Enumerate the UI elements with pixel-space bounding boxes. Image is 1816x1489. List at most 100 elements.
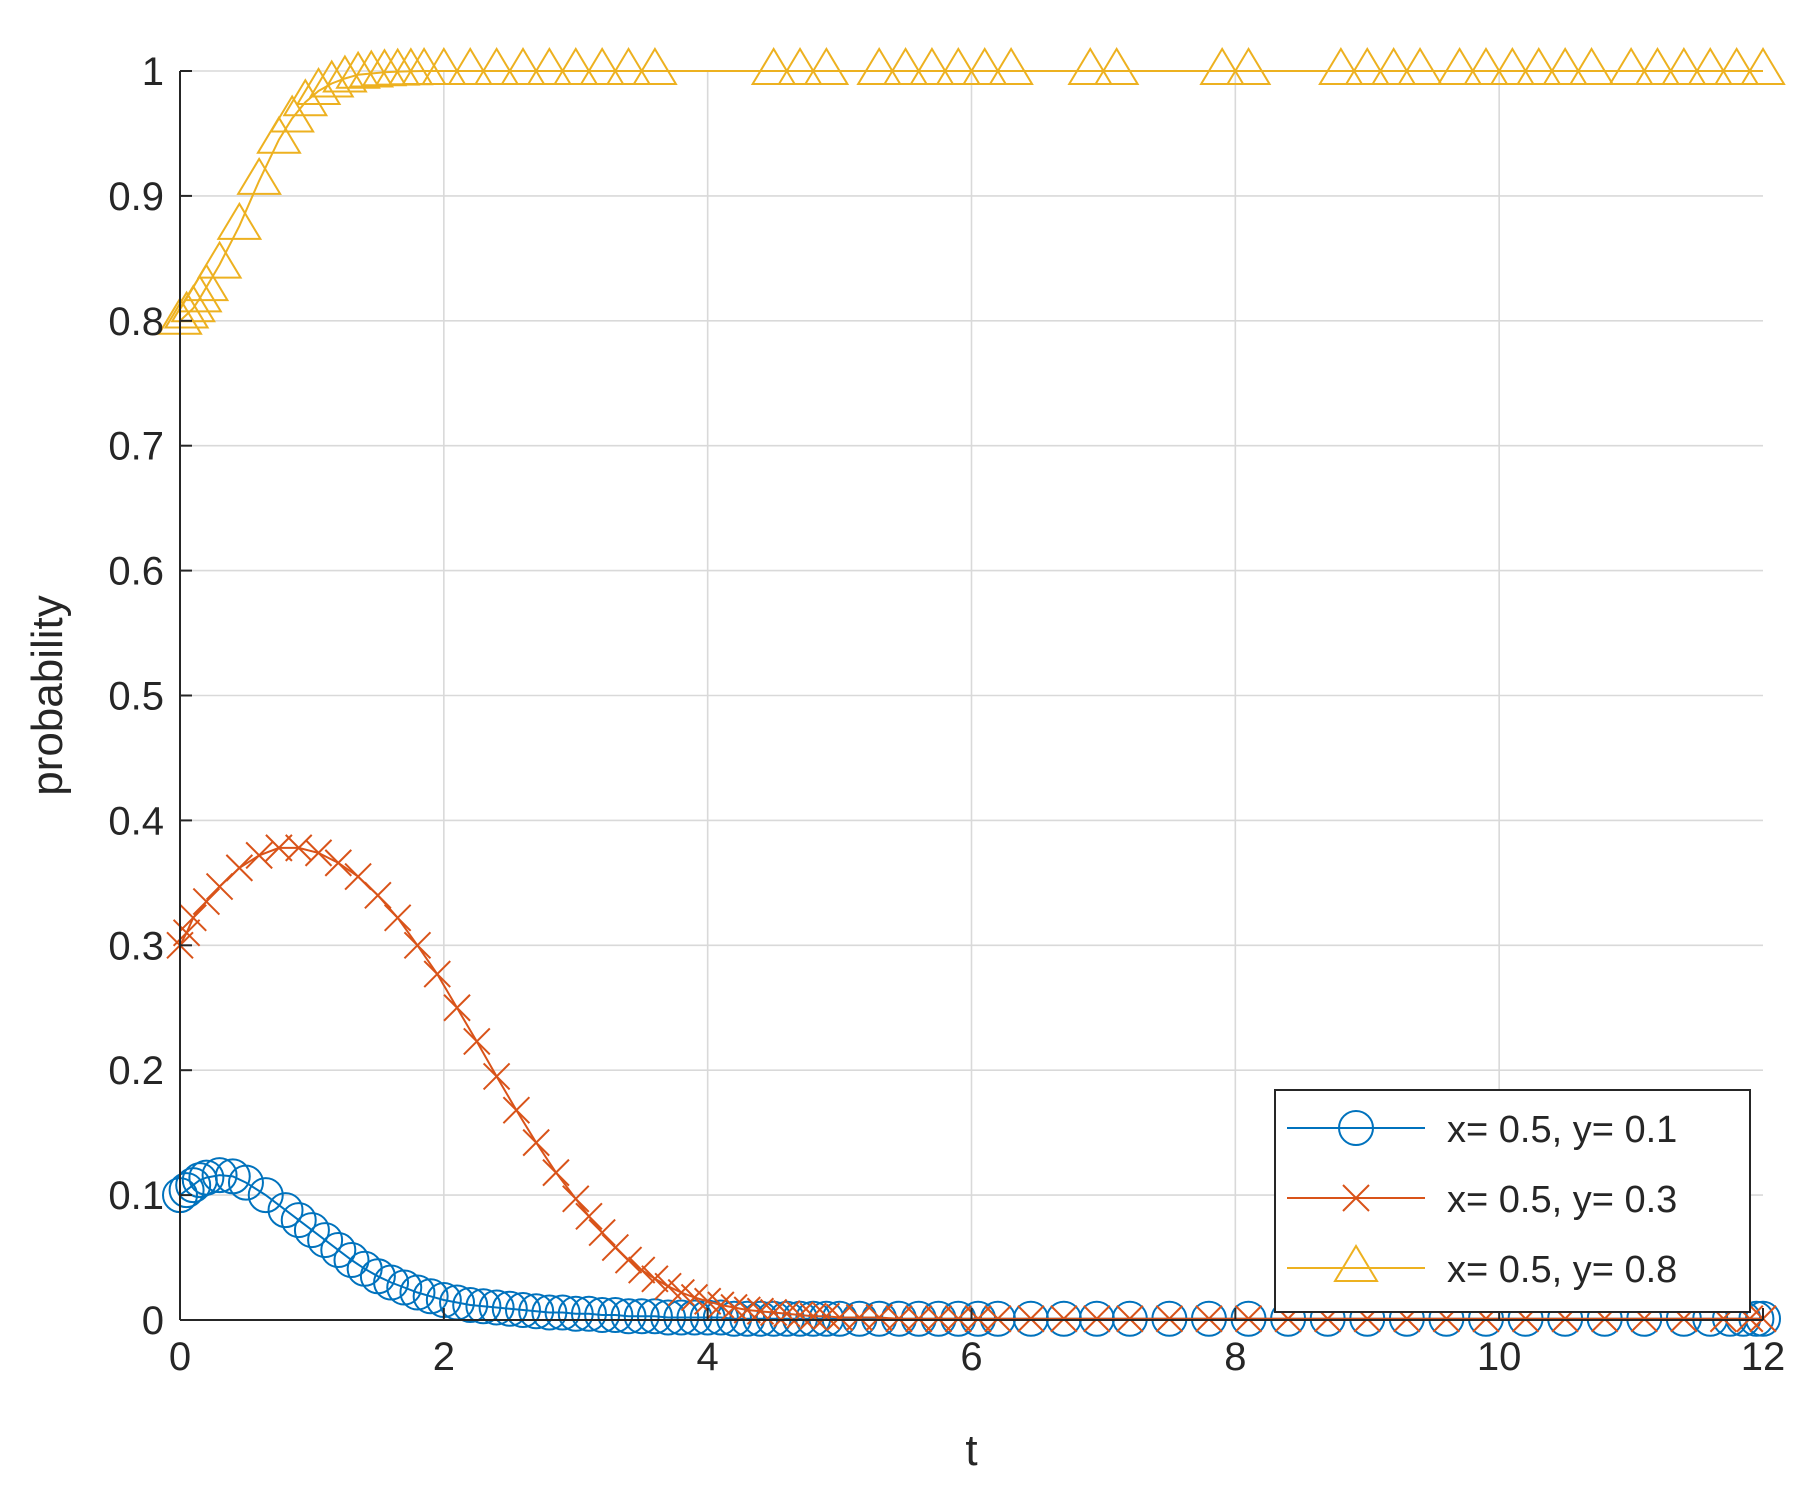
series-2-point (759, 1298, 788, 1327)
x-tick-label: 4 (697, 1335, 719, 1379)
series-3-point (282, 78, 329, 117)
series-1-point (168, 1172, 205, 1209)
series-1-point (267, 1192, 304, 1229)
series-1-point (307, 1222, 344, 1259)
series-3-point (269, 94, 315, 133)
series-1-point (518, 1293, 555, 1330)
series-1-point (452, 1287, 489, 1324)
series-3-point (1225, 47, 1272, 85)
series-2-point (192, 887, 221, 916)
legend-marker-swatch (1338, 1110, 1374, 1146)
series-1-point (570, 1295, 607, 1332)
series-2-point (1195, 1305, 1223, 1333)
series-3-point (1661, 47, 1707, 85)
legend-marker-swatch (1342, 1184, 1370, 1212)
series-3-point (909, 47, 955, 85)
series-3-point (632, 47, 678, 85)
y-tick-label: 0.2 (108, 1049, 164, 1093)
y-tick-label: 0.3 (108, 924, 164, 968)
y-tick-label: 0 (142, 1299, 164, 1343)
series-2-point (364, 881, 392, 910)
series-2-point (172, 919, 201, 947)
series-3 (157, 47, 1786, 335)
y-tick-label: 1 (142, 50, 164, 94)
series-2-point (304, 839, 333, 867)
y-tick-label: 0.9 (108, 175, 164, 219)
series-2-point (654, 1272, 682, 1300)
series-3-point (579, 47, 625, 85)
series-2-point (588, 1218, 616, 1247)
series-2-point (502, 1096, 531, 1124)
series-1-point (333, 1242, 370, 1279)
series-3-point (1634, 47, 1681, 85)
series-3-point (163, 290, 210, 329)
series-3-point (1318, 47, 1364, 85)
series-2-point (542, 1158, 570, 1187)
axes (179, 70, 1764, 1321)
series-3-point (935, 47, 982, 85)
series-3-point (1740, 47, 1786, 85)
series-2-point (285, 834, 313, 862)
series-3-point (882, 47, 929, 85)
legend-label: x= 0.5, y= 0.1 (1447, 1109, 1677, 1151)
series-2-point (383, 904, 412, 932)
series-2-point (885, 1305, 913, 1333)
series-3-point (1463, 47, 1509, 85)
legend-item: x= 0.5, y= 0.1 (1287, 1109, 1677, 1151)
series-3-point (196, 240, 243, 279)
series-2-point (225, 854, 254, 882)
series-3-point (961, 47, 1008, 85)
series-1-point (636, 1298, 673, 1335)
series-1-point (478, 1289, 515, 1326)
series-2-point (707, 1291, 735, 1319)
series-3-point (335, 50, 381, 89)
series-2-point (1017, 1305, 1045, 1333)
legend: x= 0.5, y= 0.1 x= 0.5, y= 0.3 x= 0.5, y= 0… (1274, 1089, 1751, 1313)
series-1-point (623, 1298, 660, 1335)
series-2-point (825, 1303, 854, 1332)
series-3-point (295, 67, 342, 105)
series-2-point (463, 1027, 491, 1056)
series-1-point (841, 1300, 878, 1337)
series-2-point (1234, 1305, 1263, 1333)
legend-label: x= 0.5, y= 0.8 (1447, 1249, 1677, 1291)
series-2-point (265, 834, 293, 862)
series-2-point (773, 1300, 801, 1328)
series-1-point (584, 1297, 621, 1334)
series-2-point (964, 1305, 992, 1333)
series-2-point (924, 1305, 953, 1333)
series-1-point (465, 1288, 502, 1325)
series-2-point (1050, 1305, 1078, 1333)
series-3-point (1093, 47, 1140, 85)
series-1-point (597, 1297, 634, 1334)
series-1-point (650, 1299, 687, 1336)
series-1-point (247, 1177, 284, 1214)
y-axis-label: probability (23, 595, 72, 796)
series-1-point (702, 1299, 739, 1336)
series-3-point (526, 47, 573, 85)
series-2-point (562, 1185, 590, 1213)
legend-item: x= 0.5, y= 0.8 (1287, 1244, 1677, 1291)
series-layer (157, 47, 1786, 1337)
series-2-point (720, 1293, 748, 1322)
series-3-point (552, 47, 599, 85)
series-2-point (575, 1202, 603, 1231)
y-tick-label: 0.5 (108, 675, 164, 719)
series-3-point (348, 49, 395, 88)
series-2-point (984, 1305, 1012, 1333)
series-2-point (1155, 1305, 1184, 1333)
series-2-point (245, 841, 273, 870)
series-2-point (944, 1305, 973, 1333)
series-1-point (293, 1212, 330, 1249)
series-3-point (1436, 47, 1483, 85)
series-3-point (1370, 47, 1417, 85)
series-3-point (322, 54, 368, 93)
series-3-point (1489, 47, 1536, 85)
x-tick-label: 6 (960, 1335, 982, 1379)
series-1-point (412, 1278, 449, 1315)
x-tick-label: 10 (1477, 1335, 1522, 1379)
series-1-point (531, 1294, 568, 1331)
series-3-point (1199, 47, 1245, 85)
series-2-point (1116, 1305, 1144, 1333)
